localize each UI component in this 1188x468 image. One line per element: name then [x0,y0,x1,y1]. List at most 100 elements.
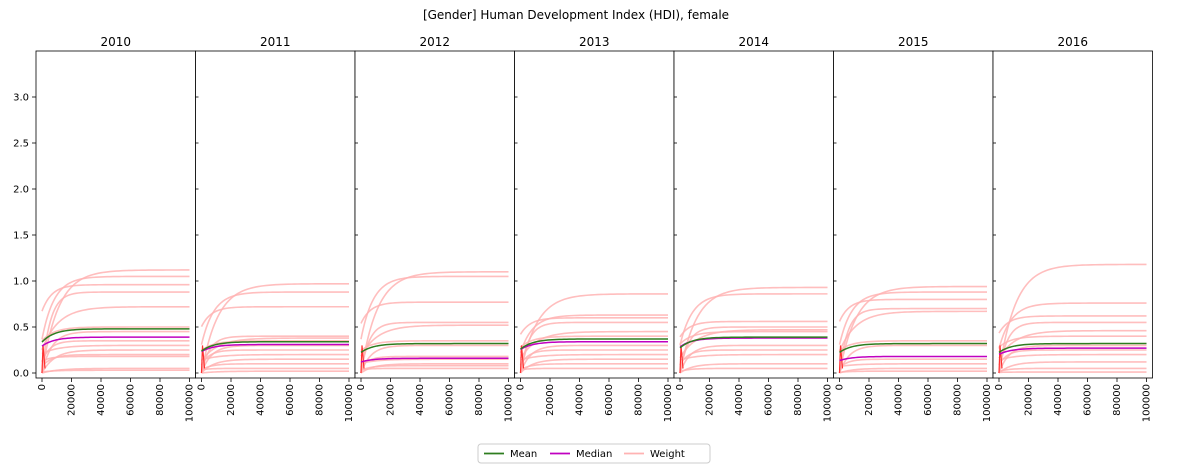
legend-label: Weight [650,449,685,460]
median-line [839,355,987,362]
weight-line [201,353,349,361]
x-tick-label: 60000 [126,384,137,416]
weight-line [41,291,190,374]
weight-line [839,363,987,368]
weight-line [679,367,828,373]
x-tick-label: 20000 [545,384,556,416]
weight-line [360,367,509,371]
weight-line [41,369,190,373]
median-line [201,343,349,353]
legend: Mean Median Weight [477,443,711,464]
x-tick-label: 100000 [982,384,993,422]
x-tick-label: 100000 [823,384,834,422]
weight-line [679,353,828,361]
x-tick-label: 100000 [344,384,355,422]
weight-line [360,340,509,352]
x-tick-label: 100000 [504,384,515,422]
x-tick-label: 20000 [1024,384,1035,416]
weight-line [679,320,828,338]
weight-line [998,345,1003,374]
facet-title: 2012 [419,35,450,49]
weight-line [998,263,1147,374]
weight-line [360,321,509,374]
x-tick-label: 20000 [226,384,237,416]
weight-line [200,335,349,374]
weight-line [838,344,987,374]
x-tick-label: 60000 [604,384,615,416]
facet-title: 2011 [260,35,291,49]
weight-line [519,349,668,366]
weight-line [519,314,668,353]
panel-frame [673,50,834,379]
x-tick-label: 0 [675,384,686,390]
panel-frame [354,50,515,379]
weight-line [998,321,1147,374]
facet-panel: 2014 0 20000 40000 60000 80000 100000 [673,35,834,422]
weight-line [838,298,987,322]
y-tick-label: 3.0 [13,93,29,104]
median-line [360,357,509,363]
weight-line [679,293,828,346]
weight-line [520,367,668,371]
x-tick-label: 40000 [415,384,426,416]
mean-line [839,342,987,354]
x-tick-label: 60000 [1083,384,1094,416]
weight-line [41,326,190,342]
weight-line [998,367,1147,373]
legend-frame [477,443,711,464]
facet-title: 2015 [898,35,929,49]
weight-line [838,345,844,374]
facet-title: 2016 [1057,35,1088,49]
facet-panel: 2011 0 20000 40000 60000 80000 100000 [195,35,356,422]
mean-line [41,328,190,343]
mean-line [360,342,509,354]
legend-label: Median [576,449,612,460]
weight-line [41,353,190,368]
x-tick-label: 80000 [315,384,326,416]
weight-line [200,349,349,366]
x-tick-label: 80000 [793,384,804,416]
x-tick-label: 0 [197,384,208,390]
x-tick-label: 60000 [445,384,456,416]
x-tick-label: 40000 [1053,384,1064,416]
weight-line [200,282,349,374]
weight-line [519,335,668,348]
legend-label: Mean [510,449,537,460]
weight-line [679,363,828,374]
x-tick-label: 60000 [764,384,775,416]
weight-line [360,275,509,340]
weight-line [998,353,1147,361]
chart-title: [Gender] Human Development Index (HDI), … [423,8,729,22]
x-tick-label: 20000 [705,384,716,416]
weight-line [998,329,1147,359]
weight-line [998,349,1147,366]
median-line [998,347,1147,356]
weight-line [41,283,190,312]
x-tick-label: 60000 [923,384,934,416]
x-tick-label: 80000 [155,384,166,416]
weight-line [201,367,349,371]
y-tick-label: 2.5 [13,139,29,150]
weight-line [520,363,668,371]
weight-line [200,345,206,374]
facet-title: 2013 [579,35,610,49]
y-tick-label: 0.0 [13,369,29,380]
weight-line [838,358,987,369]
weight-line [998,335,1147,348]
y-tick-label: 1.0 [13,277,29,288]
mean-line [998,342,1147,354]
facet-title: 2010 [100,35,131,49]
x-tick-label: 0 [356,384,367,390]
median-line [520,340,668,351]
weight-line [839,370,987,374]
y-tick-label: 1.5 [13,231,29,242]
weight-line [200,305,349,327]
weight-line [360,364,509,372]
mean-line [520,338,668,350]
facet-panel: 2015 0 20000 40000 60000 80000 100000 [833,35,994,422]
x-tick-label: 40000 [96,384,107,416]
mean-line [201,340,349,352]
x-tick-label: 100000 [1142,384,1153,422]
